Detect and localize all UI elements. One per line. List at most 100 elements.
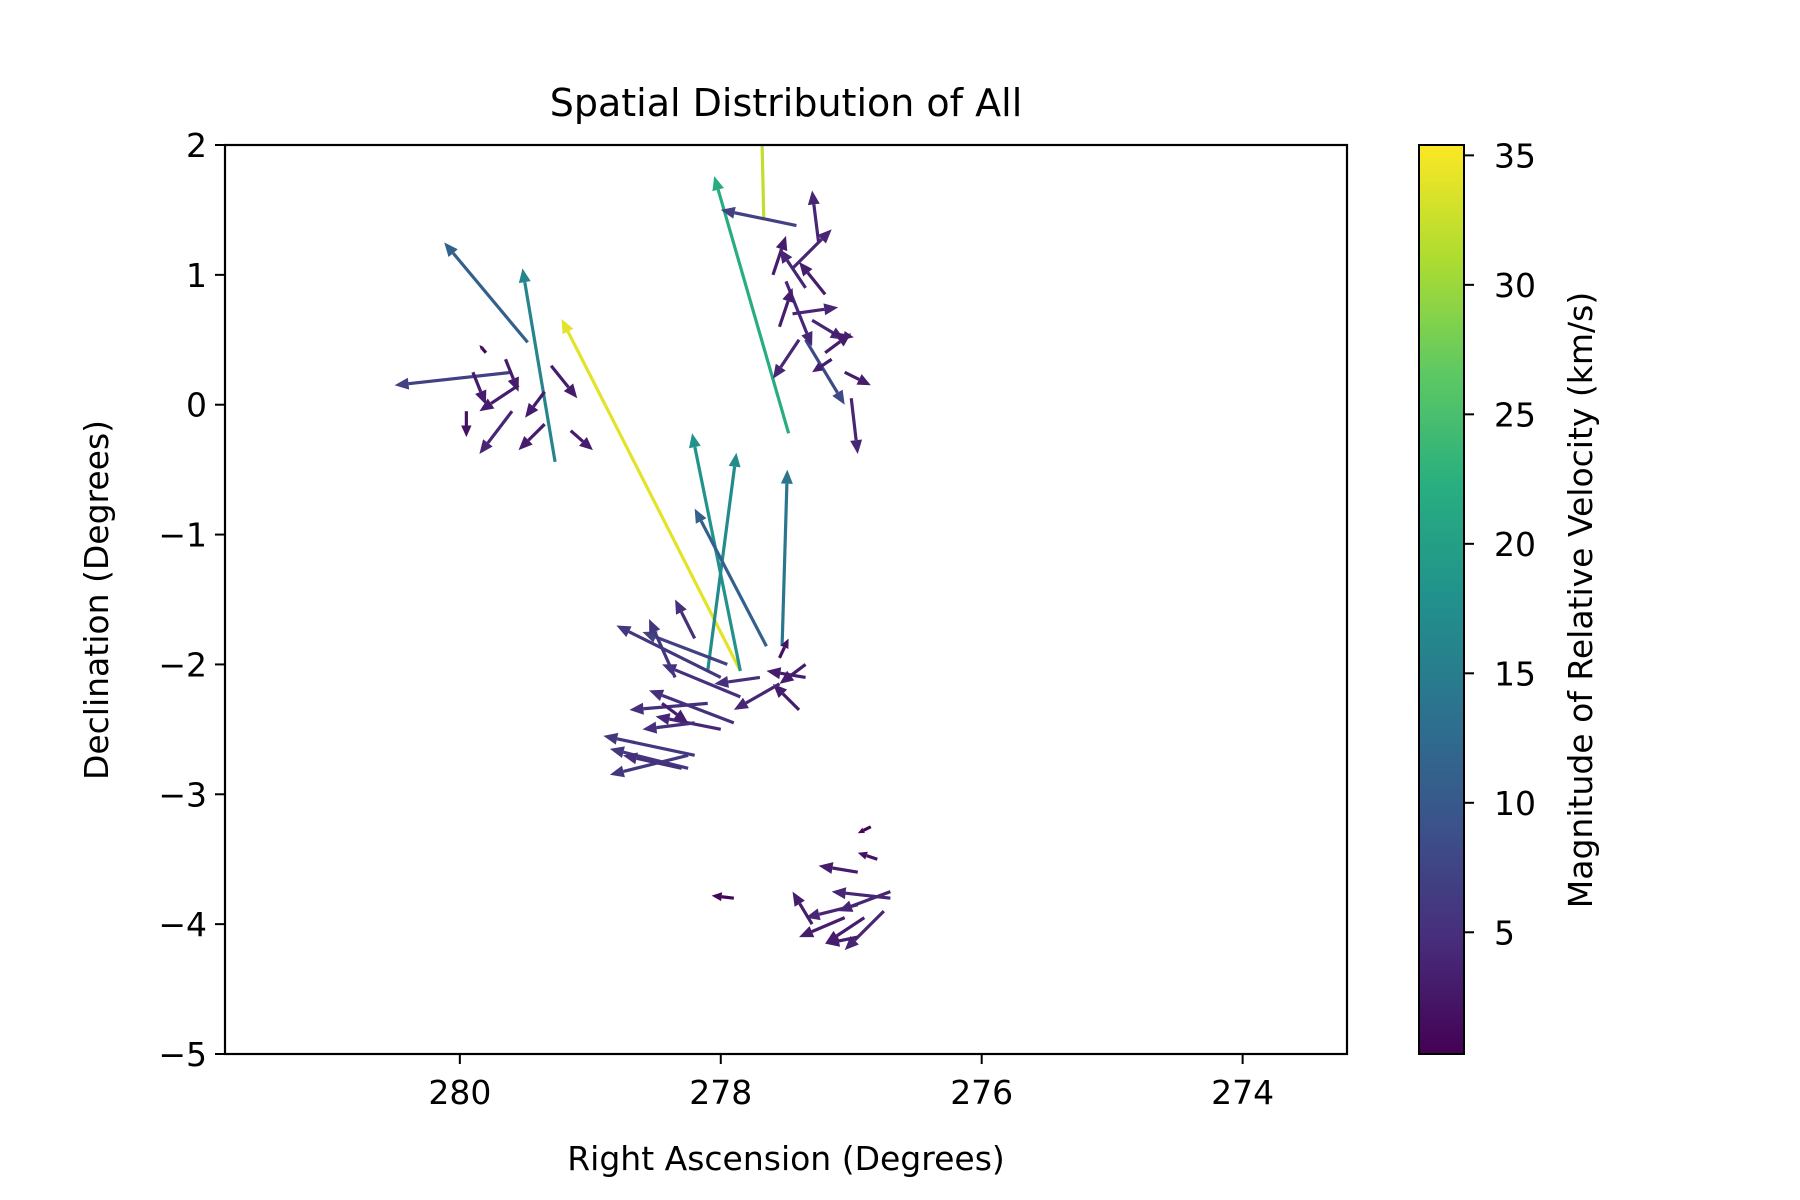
x-tick-label: 274 xyxy=(1211,1073,1274,1112)
arrow-shaft xyxy=(862,825,872,832)
arrow-head xyxy=(775,235,788,252)
velocity-arrow xyxy=(561,319,742,672)
colorbar-label: Magnitude of Relative Velocity (km/s) xyxy=(1561,292,1600,908)
velocity-arrow xyxy=(760,145,766,221)
velocity-arrow xyxy=(777,287,794,328)
x-axis-ticks: 280 278 276 274 xyxy=(428,1054,1274,1112)
velocity-arrow xyxy=(766,667,806,680)
velocity-arrow xyxy=(471,371,487,405)
colorbar-tick-label: 35 xyxy=(1494,136,1536,175)
arrow-head xyxy=(675,599,687,615)
arrow-head xyxy=(766,667,782,680)
arrow-head xyxy=(780,469,793,484)
arrow-head xyxy=(475,389,487,405)
arrow-head xyxy=(818,862,834,874)
arrow-head xyxy=(525,402,539,418)
velocity-arrow xyxy=(479,344,488,354)
arrow-head xyxy=(733,697,749,710)
arrow-head xyxy=(563,383,578,399)
arrow-shaft xyxy=(838,935,859,943)
arrow-shaft xyxy=(504,358,515,380)
velocity-arrow xyxy=(714,675,761,688)
arrow-shaft xyxy=(781,692,801,712)
arrow-shaft xyxy=(779,671,806,679)
arrow-head xyxy=(616,625,632,638)
velocity-arrow xyxy=(812,357,833,373)
velocity-arrow xyxy=(857,851,878,861)
arrow-shaft xyxy=(850,890,891,908)
velocity-arrow xyxy=(778,638,789,659)
arrow-head xyxy=(629,702,644,715)
velocity-arrow xyxy=(642,631,728,666)
arrow-head xyxy=(779,248,793,264)
velocity-arrow xyxy=(479,410,514,455)
arrow-shaft xyxy=(789,663,807,677)
velocity-arrow xyxy=(849,398,863,455)
chart-title: Spatial Distribution of All xyxy=(550,81,1023,125)
arrow-shaft xyxy=(832,866,859,874)
arrow-head xyxy=(394,377,410,390)
velocity-arrow xyxy=(772,683,801,712)
velocity-arrow xyxy=(603,732,696,757)
velocity-arrow xyxy=(622,752,682,770)
arrow-head xyxy=(444,242,458,257)
y-tick-label: 0 xyxy=(186,386,207,425)
arrow-shaft xyxy=(481,347,488,354)
arrow-head xyxy=(850,439,863,455)
plot-frame xyxy=(223,143,1349,1056)
velocity-arrow xyxy=(784,280,813,347)
arrow-shaft xyxy=(693,446,742,672)
velocity-arrow xyxy=(843,370,871,386)
arrow-shaft xyxy=(706,466,737,672)
arrow-head xyxy=(603,732,619,745)
arrow-head xyxy=(843,330,854,340)
arrow-shaft xyxy=(760,145,766,221)
arrow-shaft xyxy=(811,916,846,934)
arrow-shaft xyxy=(490,383,520,405)
velocity-arrow xyxy=(779,248,807,289)
arrow-head xyxy=(782,287,794,304)
arrow-shaft xyxy=(798,902,814,925)
velocity-arrow xyxy=(616,625,722,679)
arrow-head xyxy=(711,892,723,902)
arrow-head xyxy=(799,926,815,938)
vector-field xyxy=(394,145,891,951)
arrow-head xyxy=(712,176,724,192)
arrow-shaft xyxy=(656,721,695,730)
velocity-arrow xyxy=(831,330,854,340)
velocity-arrow xyxy=(712,176,791,434)
arrow-shaft xyxy=(818,903,859,916)
velocity-arrow xyxy=(479,383,520,412)
y-tick-label: 1 xyxy=(186,256,207,295)
arrow-head xyxy=(856,374,871,386)
arrow-shaft xyxy=(471,371,483,393)
arrow-shaft xyxy=(771,248,784,276)
y-axis-label: Declination (Degrees) xyxy=(77,420,116,780)
arrow-shaft xyxy=(661,702,678,716)
arrow-shaft xyxy=(549,364,570,389)
y-tick-label: −2 xyxy=(158,645,207,684)
velocity-arrow xyxy=(825,935,859,947)
velocity-arrow xyxy=(518,423,546,451)
arrow-shaft xyxy=(654,635,728,666)
colorbar-tick-label: 5 xyxy=(1494,913,1515,952)
arrow-head xyxy=(479,439,493,455)
arrow-head xyxy=(817,229,832,244)
velocity-arrow xyxy=(649,689,735,725)
arrow-shaft xyxy=(668,717,722,731)
velocity-arrow xyxy=(804,338,845,405)
velocity-arrow xyxy=(807,190,821,243)
arrow-shaft xyxy=(674,668,741,699)
arrow-head xyxy=(823,303,839,316)
arrow-head xyxy=(642,721,658,734)
velocity-arrow xyxy=(518,268,557,463)
arrow-shaft xyxy=(734,211,797,228)
arrow-head xyxy=(831,887,847,900)
arrow-shaft xyxy=(721,895,735,900)
arrow-head xyxy=(622,752,638,765)
arrow-shaft xyxy=(849,398,858,441)
velocity-arrow xyxy=(831,887,891,900)
y-tick-label: −4 xyxy=(158,905,207,944)
y-axis-ticks: 2 1 0 −1 −2 −3 −4 −5 xyxy=(158,126,225,1074)
arrow-head xyxy=(832,389,845,405)
